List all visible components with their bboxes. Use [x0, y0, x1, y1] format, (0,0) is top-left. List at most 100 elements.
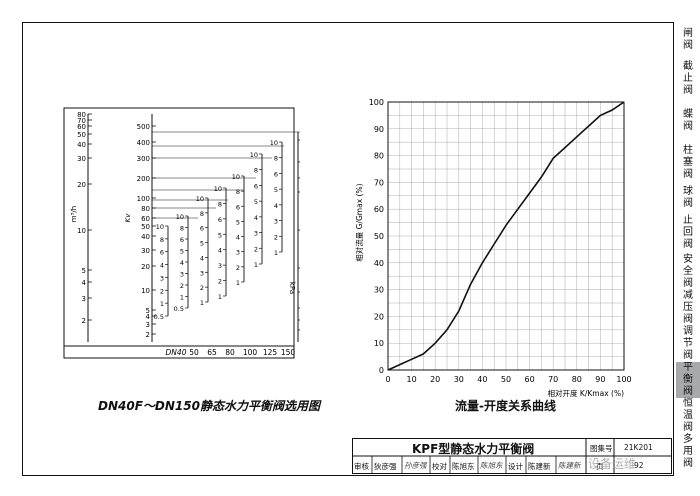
valve-scale-label: 5	[274, 186, 278, 194]
valve-scale-label: 3	[200, 269, 204, 277]
valve-scale-label: 3	[236, 249, 240, 257]
title-block: KPF型静态水力平衡阀 图集号 21K201 页 92 审核 狄彦强 孙彦强 校…	[352, 438, 672, 474]
x-tick-label: 40	[477, 375, 487, 384]
title-block-frame	[352, 438, 672, 474]
dn-label: 80	[225, 348, 235, 357]
flow-tick-label: 30	[77, 155, 86, 163]
valve-scale-label: 2	[200, 284, 204, 292]
valve-scale-label: 6	[274, 170, 278, 178]
side-tab-char: 止	[683, 215, 693, 226]
valve-scale-label: 4	[218, 247, 222, 255]
side-tab-char: 止	[683, 73, 693, 84]
x-tick-label: 100	[616, 375, 631, 384]
flow-tick-label: 10	[77, 227, 86, 235]
kv-tick-label: 100	[137, 195, 150, 203]
side-tab-5[interactable]: 止回阀	[676, 212, 700, 254]
valve-scale-label: 8	[160, 236, 164, 244]
side-tab-char: 蝶	[683, 109, 693, 120]
watermark: 设备运维	[588, 457, 637, 471]
dn-label: 100	[243, 348, 258, 357]
flow-tick-label: 40	[77, 141, 86, 149]
flow-tick-label: 4	[82, 279, 87, 287]
y-tick-label: 90	[374, 125, 384, 134]
y-tick-label: 40	[374, 259, 384, 268]
side-tab-char: 闸	[683, 28, 693, 39]
valve-scale-label: 2	[254, 245, 258, 253]
valve-scale-label: 3	[274, 218, 278, 226]
flow-tick-label: 80	[77, 111, 86, 119]
side-tab-char: 安	[683, 254, 693, 265]
valve-scale-label: 8	[218, 200, 222, 208]
valve-scale-label: 4	[160, 262, 164, 270]
y-tick-label: 100	[369, 98, 384, 107]
valve-scale-label: 10	[156, 223, 164, 231]
side-tab-char: 衡	[683, 374, 693, 385]
dn-label: 150	[281, 348, 296, 357]
side-tab-char: 阀	[683, 239, 693, 250]
side-tab-1[interactable]: 截止阀	[676, 58, 700, 100]
valve-scale-label: 3	[160, 274, 164, 282]
y-axis-label: 相对流量 G/Gmax (%)	[354, 183, 364, 261]
kv-tick-label: 10	[141, 287, 150, 295]
kv-tick-label: 80	[141, 205, 150, 213]
side-tab-6[interactable]: 安全阀	[676, 254, 700, 290]
side-tab-10[interactable]: 恒温阀	[676, 398, 700, 434]
y-tick-label: 30	[374, 286, 384, 295]
valve-scale-label: 1	[274, 249, 278, 257]
valve-scale-label: 4	[274, 202, 278, 210]
valve-scale-label: 10	[232, 173, 240, 181]
kv-tick-label: 2	[146, 331, 150, 339]
flow-opening-curve-chart: 0 10 20 30 40 50 60 70 80 90 100100908070605040302…	[354, 98, 632, 398]
valve-scale-label: 1	[160, 300, 164, 308]
side-tab-char: 塞	[683, 157, 693, 168]
side-tab-char: 全	[683, 266, 693, 277]
valve-scale-label: 2	[274, 233, 278, 241]
valve-scale-label: 6	[218, 216, 222, 224]
y-tick-label: 60	[374, 205, 384, 214]
side-tab-char: 阀	[683, 386, 693, 397]
y-tick-label: 0	[379, 366, 384, 375]
kv-tick-label: 50	[141, 223, 150, 231]
x-axis-label: 相对开度 K/Kmax (%)	[548, 388, 625, 398]
kpa-unit-label: kPa	[288, 282, 296, 294]
flow-tick-label: 50	[77, 131, 86, 139]
flow-tick-label: 20	[77, 181, 86, 189]
side-tab-char: 阀	[683, 198, 693, 209]
side-tab-char: 恒	[683, 398, 693, 409]
kv-tick-label: 4	[146, 313, 151, 321]
side-tab-char: 球	[683, 186, 693, 197]
side-tab-char: 阀	[683, 458, 693, 469]
dn-label: DN40	[166, 348, 187, 357]
side-tab-char: 阀	[683, 350, 693, 361]
drawing-title: KPF型静态水力平衡阀	[412, 442, 535, 456]
valve-scale-label: 1	[200, 299, 204, 307]
side-tab-9[interactable]: 平衡阀	[676, 362, 700, 398]
valve-scale-label: 3	[218, 262, 222, 270]
kv-tick-label: 200	[137, 175, 150, 183]
side-tab-7[interactable]: 减压阀	[676, 290, 700, 326]
flow-tick-label: 70	[77, 117, 86, 125]
proofer-signature: 陈旭东	[480, 461, 503, 470]
valve-scale-label: 4	[200, 254, 204, 262]
valve-scale-label: 1	[218, 293, 222, 301]
x-tick-label: 10	[407, 375, 417, 384]
side-tab-char: 多	[683, 434, 693, 445]
flow-tick-label: 3	[82, 295, 86, 303]
side-tab-3[interactable]: 柱塞阀	[676, 142, 700, 184]
valve-scale-label: 10	[250, 151, 258, 159]
side-tab-char: 调	[683, 326, 693, 337]
atlas-no: 21K201	[624, 443, 653, 452]
side-tab-8[interactable]: 调节阀	[676, 326, 700, 362]
side-tab-4[interactable]: 球阀	[676, 184, 700, 212]
side-tab-11[interactable]: 多用阀	[676, 434, 700, 470]
valve-scale-label: 2	[236, 264, 240, 272]
design-label: 设计	[508, 462, 523, 471]
review-label: 审核	[354, 462, 369, 471]
side-tab-0[interactable]: 闸阀	[676, 22, 700, 58]
valve-scale-label: 1	[254, 261, 258, 269]
side-tab-2[interactable]: 蝶阀	[676, 100, 700, 142]
category-tab-column: 闸阀截止阀蝶阀柱塞阀球阀止回阀安全阀减压阀调节阀平衡阀恒温阀多用阀	[676, 22, 700, 469]
selection-nomogram: 80706050403020105432m³/h5004003002001008…	[63, 107, 300, 359]
dn-label: 65	[207, 348, 217, 357]
valve-scale-label: 4	[254, 214, 258, 222]
